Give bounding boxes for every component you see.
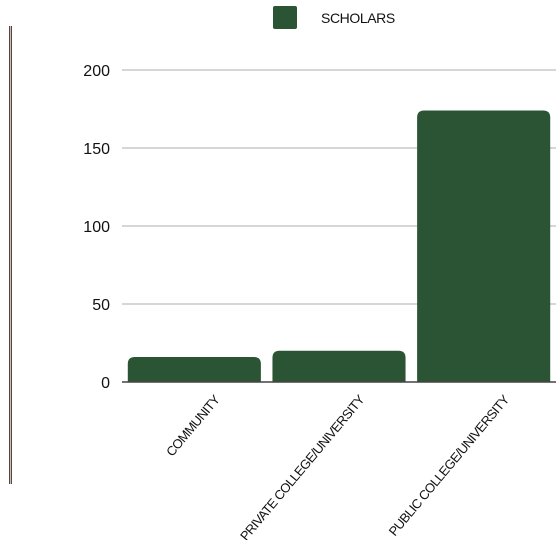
y-tick-label: 50 bbox=[92, 297, 110, 314]
bars bbox=[127, 110, 551, 382]
x-tick-label: COMMUNITY bbox=[163, 392, 223, 460]
legend-swatch bbox=[273, 6, 297, 29]
legend-label-scholars: SCHOLARS bbox=[321, 10, 395, 26]
x-tick-label: PUBLIC COLLEGE/UNIVERSITY bbox=[386, 392, 513, 539]
y-tick-label: 200 bbox=[83, 63, 110, 80]
y-tick-label: 0 bbox=[101, 375, 110, 392]
left-border-rule bbox=[9, 26, 12, 484]
x-axis-labels: COMMUNITY PRIVATE COLLEGE/UNIVERSITY PUBLI… bbox=[163, 392, 512, 540]
y-tick-label: 100 bbox=[83, 219, 110, 236]
legend: SCHOLARS bbox=[273, 6, 395, 29]
bar-public-college-university bbox=[417, 110, 551, 382]
x-tick-label: PRIVATE COLLEGE/UNIVERSITY bbox=[237, 392, 368, 540]
y-axis-ticks: 0 50 100 150 200 bbox=[83, 63, 110, 392]
bar-private-college-university bbox=[272, 350, 406, 382]
y-tick-label: 150 bbox=[83, 141, 110, 158]
bar-community bbox=[127, 357, 261, 382]
